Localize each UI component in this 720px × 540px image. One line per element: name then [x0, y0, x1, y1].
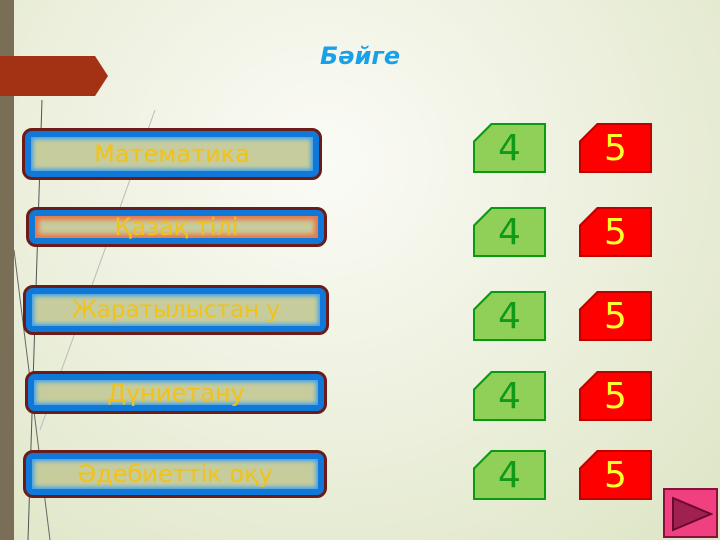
subject-label: Математика	[31, 137, 313, 171]
subject-label: Жаратылыстан у	[32, 294, 320, 326]
score-4-tile[interactable]: 4	[473, 207, 546, 257]
score-value: 5	[581, 373, 650, 419]
subject-button-math[interactable]: Математика	[22, 128, 322, 180]
score-5-tile[interactable]: 5	[579, 207, 652, 257]
subject-button-world[interactable]: Дүниетану	[25, 371, 327, 414]
subject-button-literature[interactable]: Әдебиеттік оқу	[23, 450, 327, 498]
score-value: 5	[581, 293, 650, 339]
score-5-tile[interactable]: 5	[579, 371, 652, 421]
score-5-tile[interactable]: 5	[579, 123, 652, 173]
subject-label: Дүниетану	[34, 380, 318, 405]
score-value: 5	[581, 452, 650, 498]
score-value: 4	[475, 125, 544, 171]
score-4-tile[interactable]: 4	[473, 371, 546, 421]
score-4-tile[interactable]: 4	[473, 291, 546, 341]
score-value: 4	[475, 293, 544, 339]
subject-button-science[interactable]: Жаратылыстан у	[23, 285, 329, 335]
score-value: 4	[475, 209, 544, 255]
subject-label: Қазақ тілі	[35, 215, 318, 239]
next-slide-button[interactable]	[663, 488, 718, 538]
score-value: 4	[475, 452, 544, 498]
score-value: 4	[475, 373, 544, 419]
score-value: 5	[581, 209, 650, 255]
subject-button-kazakh[interactable]: Қазақ тілі	[26, 207, 327, 247]
arrow-decoration	[0, 56, 108, 96]
left-bar	[0, 0, 14, 540]
score-5-tile[interactable]: 5	[579, 450, 652, 500]
play-triangle-icon	[672, 496, 713, 532]
page-title: Бәйге	[320, 42, 401, 70]
score-value: 5	[581, 125, 650, 171]
subject-label: Әдебиеттік оқу	[32, 459, 318, 489]
score-5-tile[interactable]: 5	[579, 291, 652, 341]
score-4-tile[interactable]: 4	[473, 123, 546, 173]
score-4-tile[interactable]: 4	[473, 450, 546, 500]
